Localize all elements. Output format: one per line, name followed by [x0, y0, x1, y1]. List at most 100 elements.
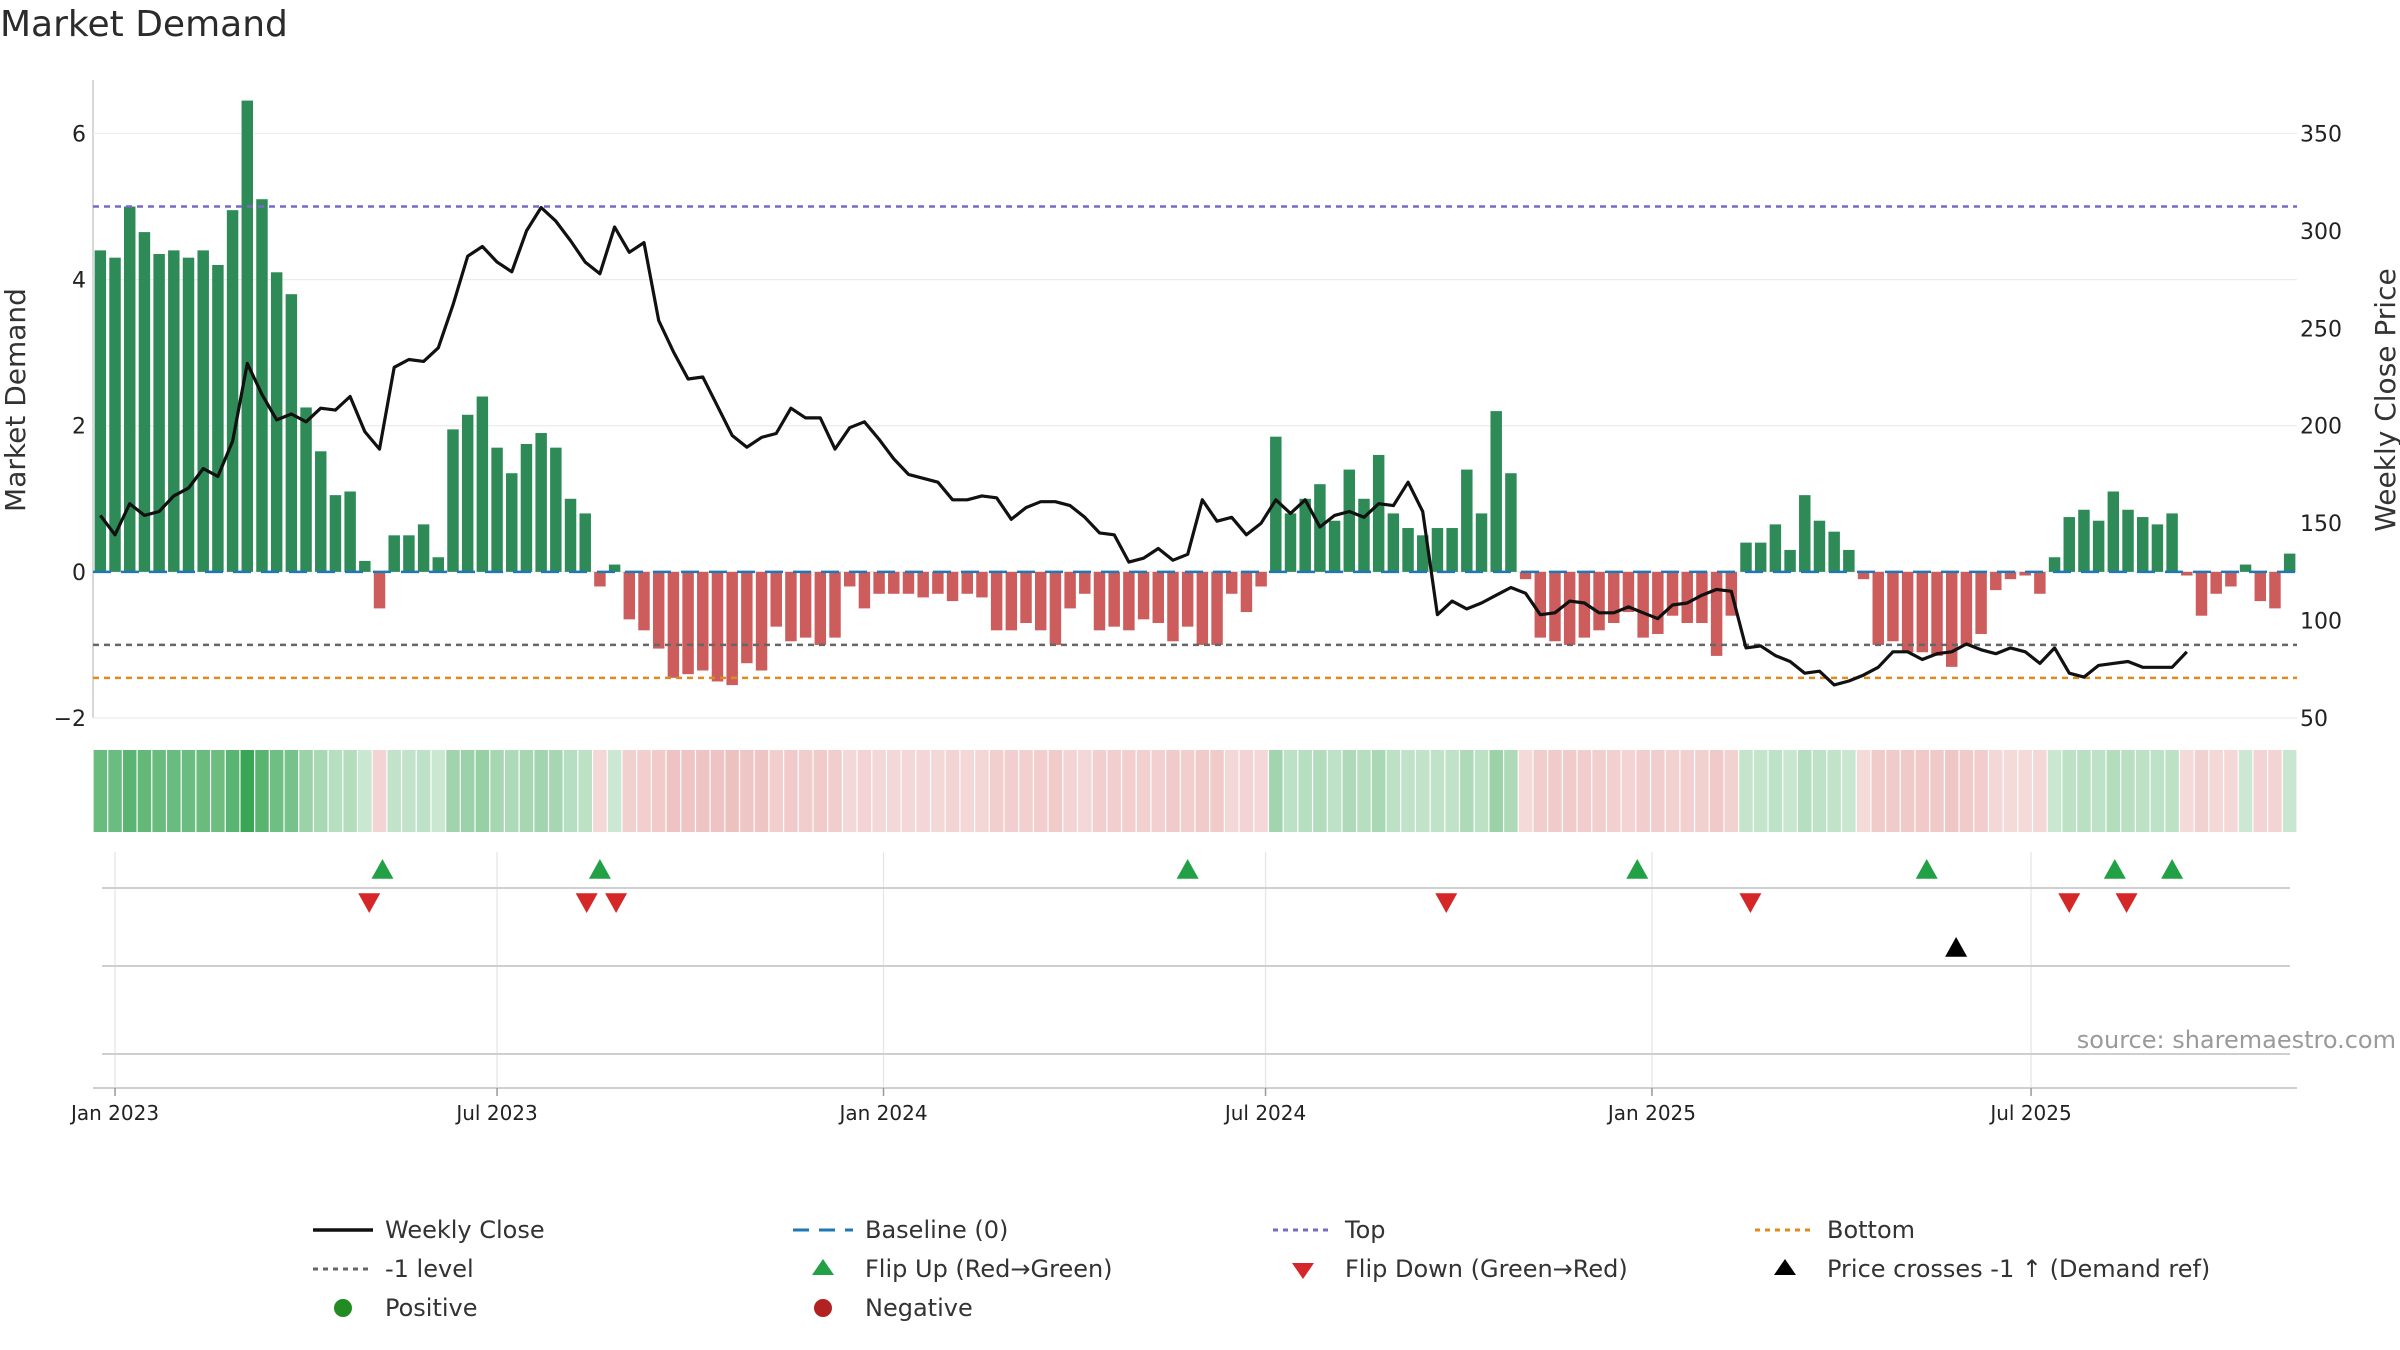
heat-cell: [828, 750, 842, 832]
heat-cell: [387, 750, 401, 832]
heat-cell: [1489, 750, 1503, 832]
legend-item-cross: Price crosses -1 ↑ (Demand ref): [1774, 1255, 2210, 1283]
heat-cell: [2018, 750, 2032, 832]
heat-cell: [1739, 750, 1753, 832]
demand-bar: [2195, 571, 2208, 616]
legend-item-baseline: Baseline (0): [793, 1216, 1008, 1244]
demand-bar: [535, 433, 547, 572]
heat-cell: [2165, 750, 2179, 832]
heat-cell: [857, 750, 872, 832]
heat-cell: [328, 750, 343, 832]
demand-bar: [785, 571, 797, 642]
demand-bar: [491, 447, 503, 572]
heat-cell: [1224, 750, 1239, 832]
demand-bar: [1696, 571, 1708, 624]
demand-bar: [270, 272, 283, 572]
demand-bar: [2063, 517, 2075, 572]
heat-cell: [490, 750, 504, 832]
demand-bar: [1226, 571, 1238, 594]
demand-bar: [2048, 557, 2061, 572]
demand-bar: [1123, 571, 1135, 631]
heat-cell: [1607, 750, 1621, 832]
demand-bar: [1152, 571, 1164, 624]
heat-cell: [1753, 750, 1768, 832]
demand-bar: [1079, 571, 1091, 594]
heat-cell: [2047, 750, 2062, 832]
demand-bar: [579, 513, 591, 572]
demand-bar: [550, 447, 562, 572]
heat-cell: [2194, 750, 2209, 832]
heat-cell: [2091, 750, 2106, 832]
flip-down-marker: [605, 893, 628, 913]
demand-bar: [1034, 571, 1047, 631]
demand-bar: [1784, 549, 1796, 572]
demand-bar: [976, 571, 988, 598]
heat-cell: [1504, 750, 1518, 832]
heat-cell: [269, 750, 284, 832]
ylabel-left: Market Demand: [0, 288, 32, 512]
demand-bar: [2136, 517, 2149, 572]
heat-cell: [196, 750, 210, 832]
heat-cell: [181, 750, 196, 832]
heat-cell: [989, 750, 1004, 832]
demand-bar: [682, 571, 694, 675]
demand-bar: [1446, 528, 1458, 572]
heat-cell: [1033, 750, 1048, 832]
demand-bar: [1901, 571, 1914, 653]
heat-cell: [2209, 750, 2223, 832]
heat-cell: [637, 750, 651, 832]
demand-bar: [2166, 513, 2178, 572]
heat-cell: [343, 750, 357, 832]
demand-bar: [1549, 571, 1561, 642]
heat-cell: [1166, 750, 1180, 832]
heat-cell: [769, 750, 783, 832]
heat-cell: [975, 750, 989, 832]
heat-cell: [93, 750, 108, 832]
legend-item-minus1: -1 level: [313, 1255, 474, 1283]
heat-cell: [1842, 750, 1856, 832]
demand-bar: [1372, 454, 1385, 572]
demand-bar: [1681, 571, 1693, 624]
heat-cell: [622, 750, 637, 832]
demand-bar: [153, 254, 165, 572]
heat-cell: [1474, 750, 1489, 832]
heat-cell: [314, 750, 328, 832]
heat-cell: [916, 750, 930, 832]
demand-bar: [1020, 571, 1032, 624]
ytick-left-label: 2: [72, 415, 86, 440]
heat-cell: [1195, 750, 1210, 832]
demand-bar: [711, 571, 724, 682]
demand-bar: [329, 495, 342, 572]
heat-cell: [1430, 750, 1445, 832]
heat-cell: [167, 750, 181, 832]
demand-bar: [843, 571, 856, 587]
demand-bar: [124, 206, 136, 572]
demand-bar: [873, 571, 885, 594]
demand-bar: [300, 407, 312, 572]
demand-bar: [2254, 571, 2266, 602]
ytick-left-label: 6: [72, 122, 86, 147]
heat-cell: [1915, 750, 1930, 832]
heat-cell: [1063, 750, 1077, 832]
demand-bar: [1137, 571, 1150, 620]
ytick-left-label: 4: [72, 269, 86, 294]
flip-up-marker: [588, 859, 611, 879]
heat-cell: [1812, 750, 1827, 832]
heat-cell: [1386, 750, 1401, 832]
heat-cell: [1900, 750, 1915, 832]
demand-bar: [432, 557, 445, 572]
flip-down-marker: [1435, 893, 1458, 913]
demand-bar: [1945, 571, 1958, 667]
demand-bar: [506, 473, 518, 572]
heat-cell: [1798, 750, 1812, 832]
demand-bar: [594, 571, 606, 587]
heat-cell: [945, 750, 960, 832]
demand-bar: [256, 199, 268, 572]
heat-cell: [887, 750, 901, 832]
heat-cell: [872, 750, 886, 832]
demand-bar: [403, 535, 415, 572]
legend-item-top: Top: [1273, 1216, 1386, 1244]
heat-cell: [1827, 750, 1841, 832]
heat-cell: [784, 750, 798, 832]
heat-cell: [225, 750, 240, 832]
